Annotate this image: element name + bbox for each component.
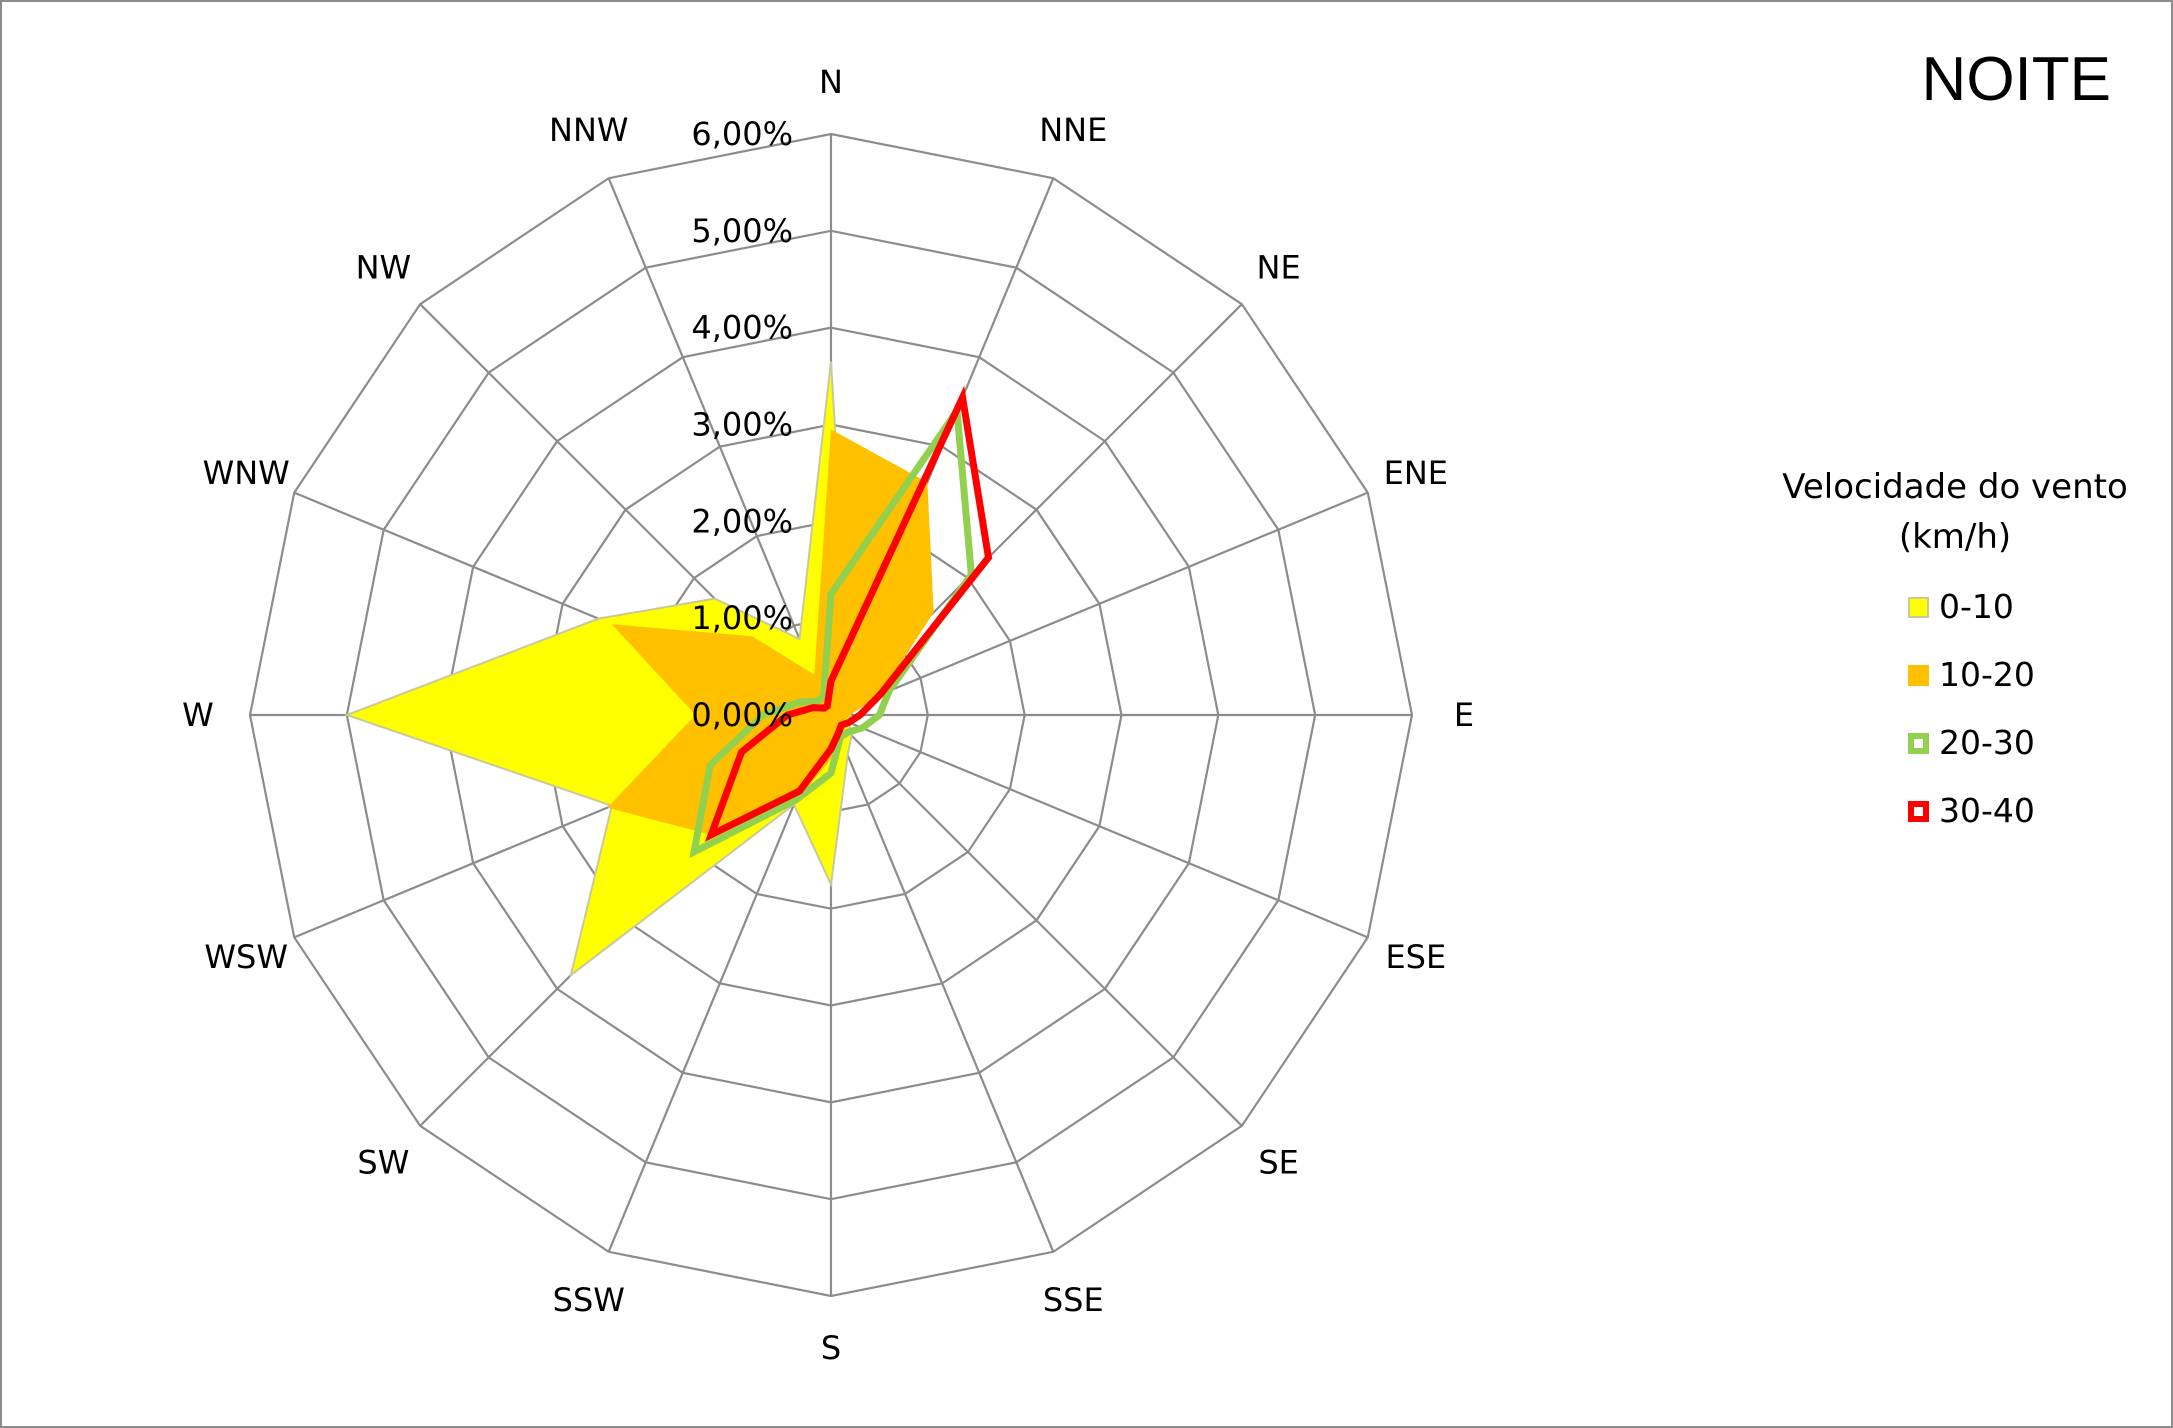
legend-label: 30-40 [1939, 791, 2035, 830]
spoke-sse [829, 714, 1055, 1253]
legend: Velocidade do vento (km/h) 0-10 10-20 20-3… [1760, 462, 2160, 830]
spoke-se [830, 714, 1243, 1127]
tick-label: 4,00% [691, 309, 793, 347]
spoke-ese [830, 713, 1369, 939]
direction-label-n: N [819, 63, 843, 101]
direction-label-w: W [182, 696, 214, 734]
legend-item-0-10: 0-10 [1908, 587, 2014, 627]
direction-labels: N NNE NE ENE E ESE SE SSE S SSW SW WSW W WNW NW NNW [182, 63, 1474, 1367]
legend-label: 0-10 [1939, 587, 2014, 626]
direction-label-nnw: NNW [549, 111, 629, 149]
legend-item-20-30: 20-30 [1908, 723, 2035, 763]
direction-label-se: SE [1258, 1144, 1299, 1182]
radial-tick-labels: 0,00% 1,00% 2,00% 3,00% 4,00% 5,00% 6,00% [691, 115, 793, 734]
direction-label-nne: NNE [1039, 111, 1107, 149]
direction-label-nw: NW [356, 248, 412, 286]
tick-label: 3,00% [691, 406, 793, 444]
series-area-10-20 [607, 429, 934, 835]
direction-label-sse: SSE [1043, 1281, 1104, 1319]
tick-label: 2,00% [691, 502, 793, 540]
legend-swatch [1908, 596, 1929, 618]
direction-label-e: E [1454, 696, 1474, 734]
direction-label-wnw: WNW [203, 454, 290, 492]
direction-label-ne: NE [1257, 248, 1301, 286]
series-line-30-40 [704, 385, 993, 842]
direction-label-ssw: SSW [553, 1281, 625, 1319]
tick-label: 1,00% [691, 599, 793, 637]
legend-title: Velocidade do vento (km/h) [1782, 467, 2128, 557]
legend-swatch [1908, 800, 1929, 822]
tick-label: 6,00% [691, 115, 793, 153]
series-lines [689, 385, 993, 859]
legend-item-10-20: 10-20 [1908, 655, 2035, 695]
chart-title: NOITE [1921, 45, 2111, 114]
direction-label-wsw: WSW [204, 938, 288, 976]
spoke-ene [830, 491, 1369, 717]
direction-label-sw: SW [357, 1144, 409, 1182]
legend-label: 10-20 [1939, 655, 2035, 694]
legend-swatch [1908, 732, 1929, 754]
tick-label: 5,00% [691, 212, 793, 250]
direction-label-ene: ENE [1384, 454, 1448, 492]
tick-label: 0,00% [691, 696, 793, 734]
legend-item-30-40: 30-40 [1908, 791, 2035, 831]
direction-label-ese: ESE [1385, 938, 1446, 976]
direction-label-s: S [821, 1329, 841, 1367]
legend-swatch [1908, 664, 1929, 686]
spoke-nnw [607, 177, 833, 716]
legend-label: 20-30 [1939, 723, 2035, 762]
